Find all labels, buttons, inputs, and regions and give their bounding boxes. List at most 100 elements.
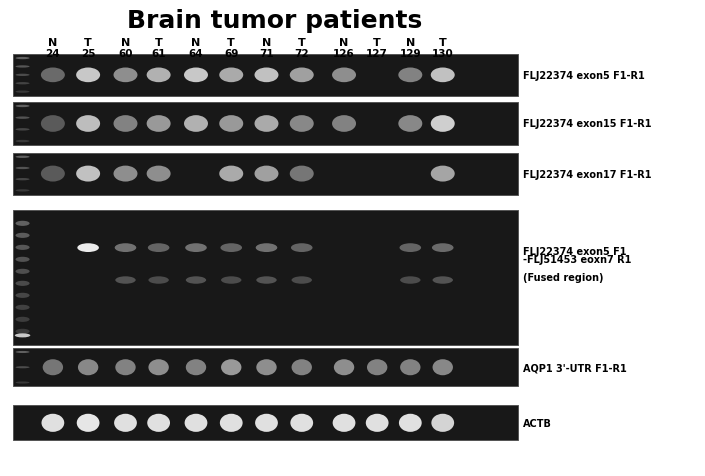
Text: 60: 60 xyxy=(118,50,133,59)
Text: T: T xyxy=(85,38,92,48)
Ellipse shape xyxy=(16,168,30,170)
Ellipse shape xyxy=(400,244,421,252)
Text: 72: 72 xyxy=(295,50,309,59)
Text: N: N xyxy=(48,38,58,48)
Ellipse shape xyxy=(16,75,30,77)
Ellipse shape xyxy=(114,69,137,83)
Ellipse shape xyxy=(185,414,207,432)
Ellipse shape xyxy=(219,116,243,132)
Ellipse shape xyxy=(148,244,169,252)
Ellipse shape xyxy=(219,69,243,83)
Ellipse shape xyxy=(16,233,30,238)
Ellipse shape xyxy=(290,166,314,182)
Text: 25: 25 xyxy=(81,50,95,59)
Ellipse shape xyxy=(334,359,354,376)
Text: -FLJ51453 eoxn7 R1: -FLJ51453 eoxn7 R1 xyxy=(523,255,632,265)
Text: T: T xyxy=(298,38,305,48)
Ellipse shape xyxy=(292,359,312,376)
Ellipse shape xyxy=(16,91,30,94)
Text: T: T xyxy=(374,38,381,48)
Ellipse shape xyxy=(115,244,136,252)
Ellipse shape xyxy=(399,414,422,432)
Ellipse shape xyxy=(257,277,276,284)
Ellipse shape xyxy=(220,414,243,432)
Ellipse shape xyxy=(41,116,65,132)
Text: 127: 127 xyxy=(366,50,388,59)
Ellipse shape xyxy=(366,414,388,432)
Ellipse shape xyxy=(221,277,241,284)
Ellipse shape xyxy=(290,414,313,432)
Ellipse shape xyxy=(16,66,30,69)
Ellipse shape xyxy=(16,293,30,298)
Ellipse shape xyxy=(333,414,355,432)
Ellipse shape xyxy=(431,166,455,182)
Ellipse shape xyxy=(291,244,312,252)
Text: N: N xyxy=(262,38,271,48)
Ellipse shape xyxy=(256,244,277,252)
Ellipse shape xyxy=(185,244,207,252)
Ellipse shape xyxy=(16,257,30,262)
Ellipse shape xyxy=(400,277,420,284)
Ellipse shape xyxy=(16,269,30,274)
Text: 64: 64 xyxy=(189,50,203,59)
Ellipse shape xyxy=(16,190,30,192)
Ellipse shape xyxy=(432,244,453,252)
Bar xyxy=(13,348,518,387)
Ellipse shape xyxy=(78,244,99,252)
Ellipse shape xyxy=(41,69,65,83)
Ellipse shape xyxy=(114,414,137,432)
Ellipse shape xyxy=(186,277,206,284)
Ellipse shape xyxy=(16,305,30,310)
Ellipse shape xyxy=(332,69,356,83)
Text: 69: 69 xyxy=(224,50,238,59)
Ellipse shape xyxy=(16,382,30,384)
Ellipse shape xyxy=(433,359,453,376)
Ellipse shape xyxy=(114,166,137,182)
Ellipse shape xyxy=(431,116,455,132)
Ellipse shape xyxy=(76,69,100,83)
Ellipse shape xyxy=(16,367,30,368)
Ellipse shape xyxy=(77,414,99,432)
Ellipse shape xyxy=(16,317,30,322)
Ellipse shape xyxy=(367,359,387,376)
Ellipse shape xyxy=(116,277,135,284)
Ellipse shape xyxy=(149,277,168,284)
Ellipse shape xyxy=(186,359,206,376)
Ellipse shape xyxy=(16,221,30,227)
Ellipse shape xyxy=(16,281,30,286)
Ellipse shape xyxy=(147,166,171,182)
Bar xyxy=(13,55,518,97)
Ellipse shape xyxy=(16,245,30,250)
Ellipse shape xyxy=(257,359,276,376)
Ellipse shape xyxy=(431,69,455,83)
Ellipse shape xyxy=(16,129,30,131)
Ellipse shape xyxy=(184,69,208,83)
Text: FLJ22374 exon17 F1-R1: FLJ22374 exon17 F1-R1 xyxy=(523,169,651,179)
Text: (Fused region): (Fused region) xyxy=(523,273,603,283)
Ellipse shape xyxy=(16,156,30,159)
Ellipse shape xyxy=(255,69,278,83)
Bar xyxy=(13,153,518,195)
Ellipse shape xyxy=(255,414,278,432)
Ellipse shape xyxy=(433,277,453,284)
Text: N: N xyxy=(405,38,415,48)
Text: T: T xyxy=(439,38,446,48)
Ellipse shape xyxy=(41,166,65,182)
Ellipse shape xyxy=(43,359,63,376)
Ellipse shape xyxy=(147,116,171,132)
Bar xyxy=(13,406,518,440)
Ellipse shape xyxy=(221,359,241,376)
Ellipse shape xyxy=(255,116,278,132)
Ellipse shape xyxy=(16,178,30,181)
Ellipse shape xyxy=(431,414,454,432)
Ellipse shape xyxy=(149,359,168,376)
Text: 126: 126 xyxy=(333,50,355,59)
Text: Brain tumor patients: Brain tumor patients xyxy=(128,10,422,33)
Ellipse shape xyxy=(292,277,312,284)
Text: N: N xyxy=(191,38,201,48)
Text: N: N xyxy=(339,38,349,48)
Ellipse shape xyxy=(76,166,100,182)
Ellipse shape xyxy=(290,116,314,132)
Text: FLJ22374 exon5 F1-R1: FLJ22374 exon5 F1-R1 xyxy=(523,71,645,80)
Text: T: T xyxy=(155,38,162,48)
